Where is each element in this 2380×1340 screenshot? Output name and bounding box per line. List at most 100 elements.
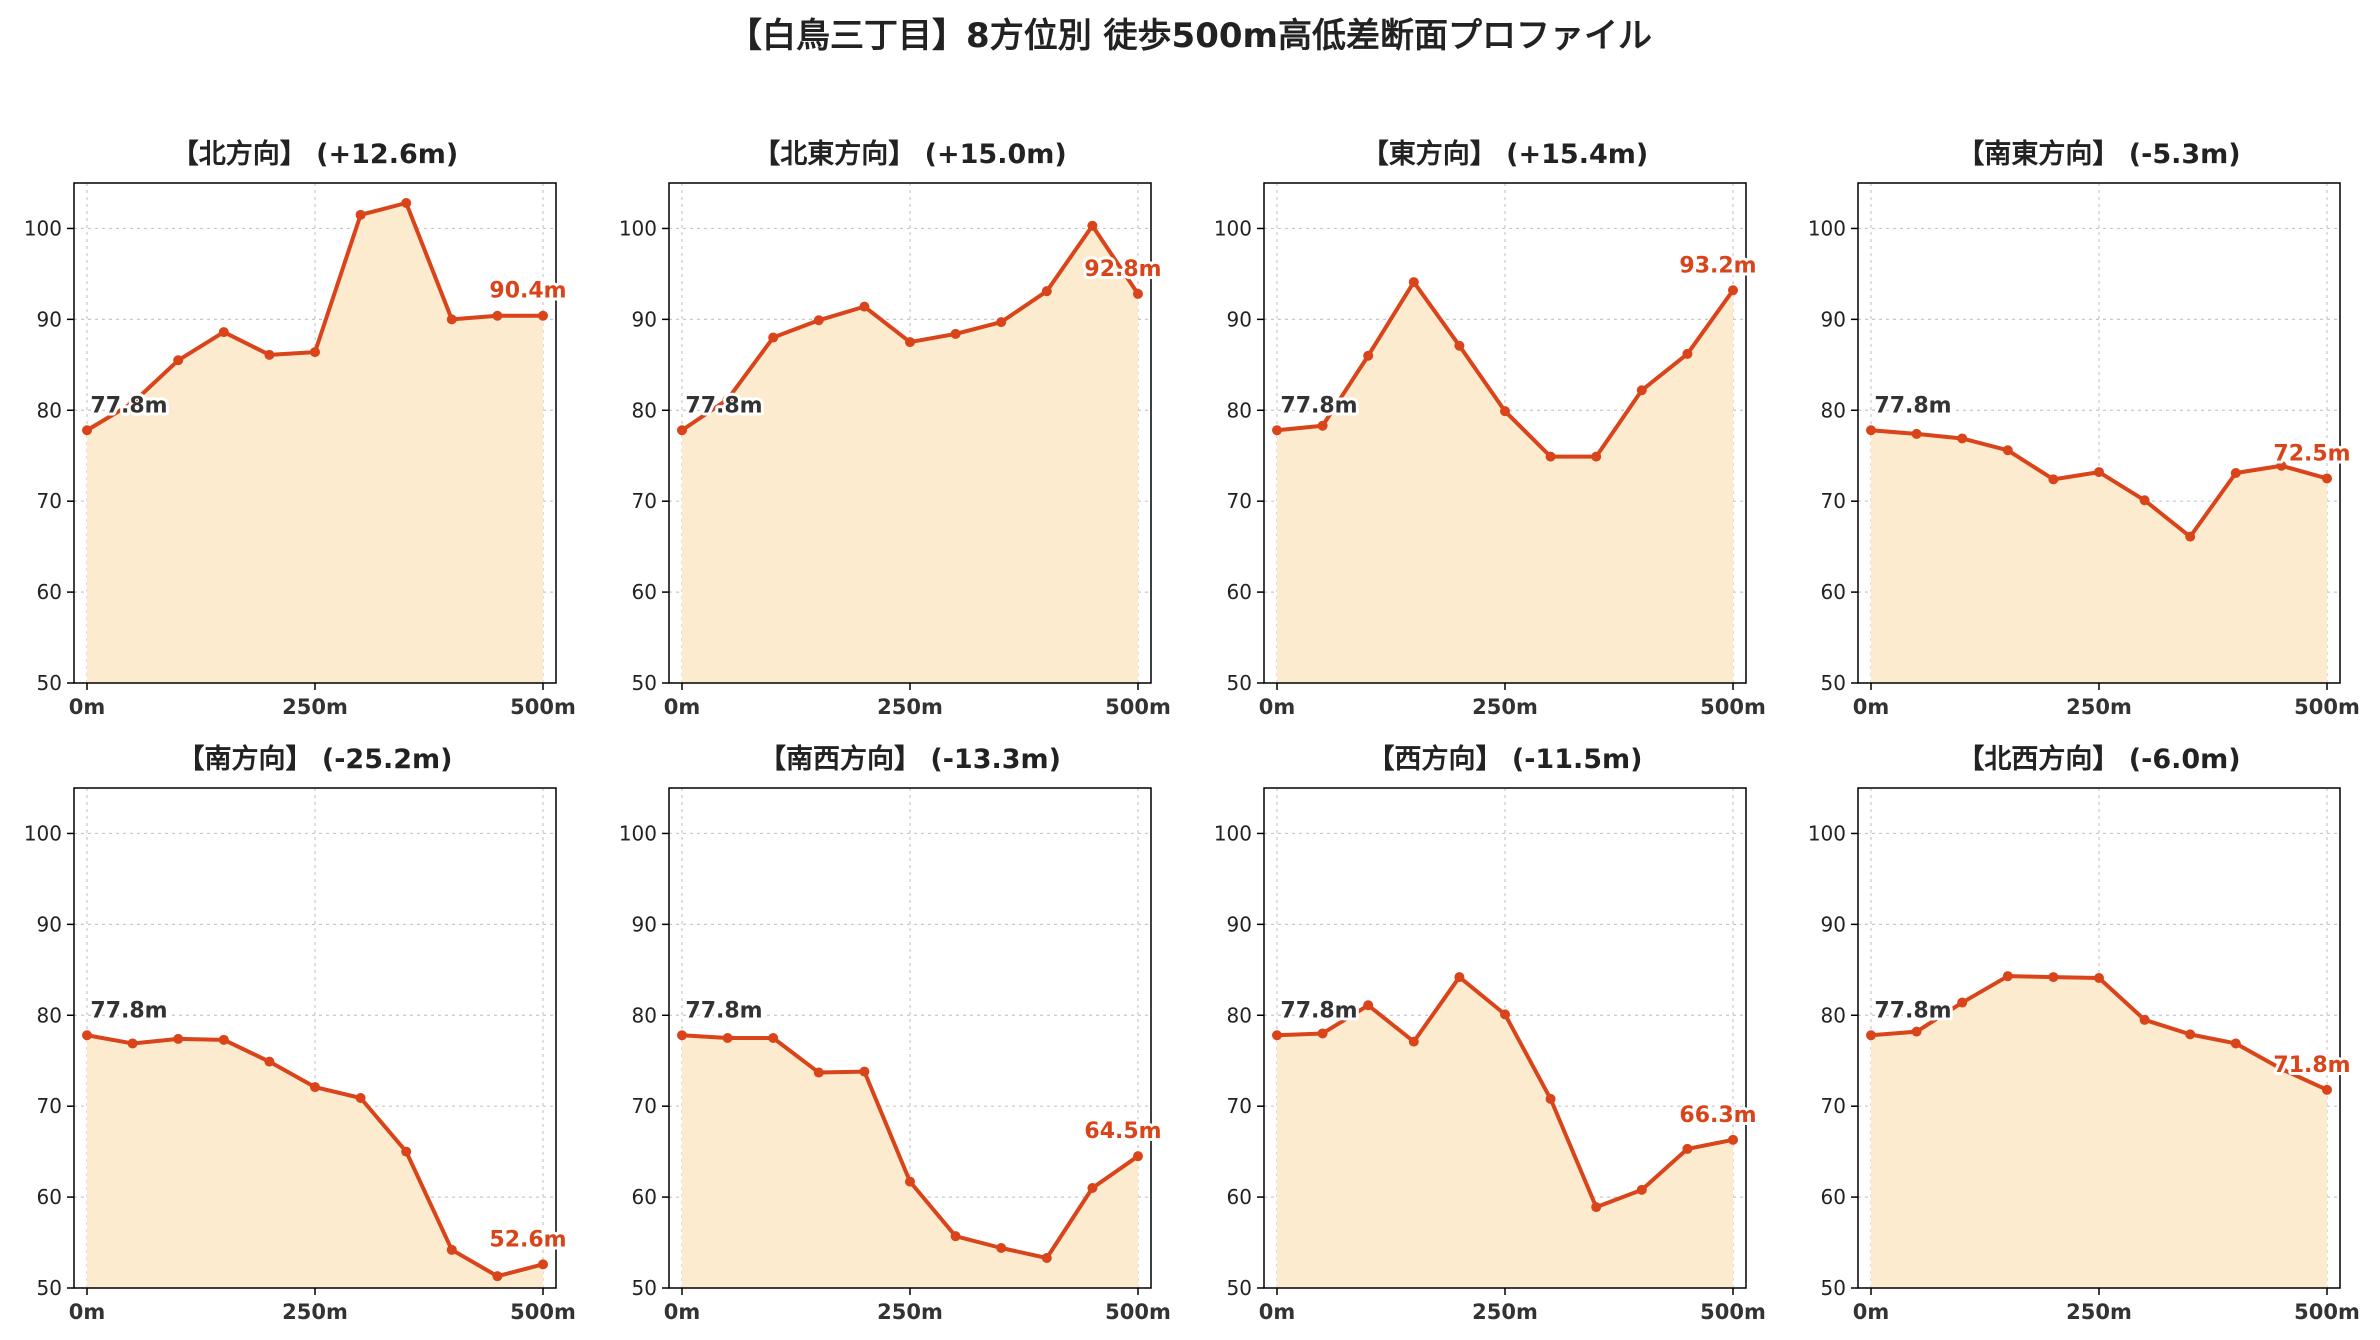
data-point [2230,468,2241,478]
data-point [2094,973,2104,983]
y-tick-label: 90 [632,912,657,936]
elevation-area [87,1035,543,1288]
data-point [1682,348,1693,359]
y-tick-label: 70 [37,489,62,513]
data-point [127,1038,138,1049]
data-point [1866,425,1876,436]
start-elevation-label: 77.8m [1280,998,1357,1023]
data-point [1317,1028,1328,1039]
y-tick-label: 60 [1227,580,1252,604]
data-point [1087,220,1098,231]
x-tick-label: 500m [1105,695,1171,719]
y-tick-label: 90 [632,307,657,331]
data-point [1133,1151,1143,1162]
start-elevation-label: 77.8m [1874,393,1951,418]
data-point [82,1030,92,1041]
y-tick-label: 60 [1821,580,1846,604]
y-tick-label: 100 [24,821,62,845]
elevation-area [1277,282,1733,683]
data-point [1272,1030,1282,1041]
data-point [1911,428,1922,439]
x-tick-label: 0m [664,695,701,719]
start-elevation-label: 77.8m [685,998,762,1023]
y-tick-label: 50 [37,671,62,695]
start-elevation-label: 77.8m [90,998,167,1023]
data-point [1272,425,1282,436]
data-point [446,314,457,325]
y-tick-label: 70 [37,1094,62,1118]
data-point [1591,1202,1602,1213]
y-tick-label: 100 [619,216,657,240]
data-point [722,394,733,405]
data-point [1408,277,1419,288]
data-point [1363,350,1374,361]
data-point [401,1146,412,1157]
start-elevation-label: 77.8m [685,393,762,418]
y-tick-label: 70 [632,489,657,513]
end-elevation-label: 93.2m [1679,253,1756,278]
end-elevation-label: 64.5m [1084,1119,1161,1144]
elevation-area [682,225,1138,683]
data-point [218,1034,229,1045]
x-tick-label: 500m [510,1300,576,1324]
chart-panel-2: 【東方向】 (+15.4m) 50 60 70 80 90 100 0m 250m 500m 77.… [1214,138,1766,719]
data-point [492,1271,503,1282]
y-tick-label: 90 [1821,912,1846,936]
chart-panel-6: 【西方向】 (-11.5m) 50 60 70 80 90 100 0m 250m 500m 77.… [1214,743,1766,1324]
y-tick-label: 50 [37,1276,62,1300]
data-point [859,1066,870,1077]
data-point [538,310,548,321]
x-tick-label: 250m [877,695,943,719]
data-point [173,1033,184,1044]
data-point [722,1033,733,1043]
data-point [355,209,366,220]
y-tick-label: 60 [1821,1185,1846,1209]
y-tick-label: 80 [1821,1003,1846,1027]
chart-title: 【東方向】 (+15.4m) [1362,138,1648,170]
y-tick-label: 100 [1214,216,1252,240]
x-tick-label: 250m [2066,695,2132,719]
data-point [2185,1029,2196,1040]
x-tick-label: 0m [69,1300,106,1324]
start-elevation-label: 77.8m [1874,998,1951,1023]
x-tick-label: 500m [2294,1300,2360,1324]
y-tick-label: 80 [1227,398,1252,422]
elevation-area [87,203,543,683]
data-point [2322,473,2332,484]
data-point [538,1259,548,1270]
data-point [264,1056,275,1067]
chart-panel-4: 【南方向】 (-25.2m) 50 60 70 80 90 100 0m 250m 500m 77.… [24,743,576,1324]
data-point [218,327,229,338]
end-elevation-label: 66.3m [1679,1103,1756,1128]
data-point [310,347,320,358]
x-tick-label: 500m [1700,695,1766,719]
data-point [677,425,687,436]
y-tick-label: 90 [1227,307,1252,331]
y-tick-label: 90 [1227,912,1252,936]
end-elevation-label: 90.4m [489,279,566,304]
data-point [1911,1026,1922,1037]
chart-title: 【北東方向】 (+15.0m) [753,138,1066,170]
y-tick-label: 70 [632,1094,657,1118]
data-point [950,1231,961,1242]
data-point [813,1067,824,1078]
data-point [82,425,92,436]
x-tick-label: 500m [1105,1300,1171,1324]
y-tick-label: 70 [1821,489,1846,513]
data-point [1545,1093,1556,1104]
y-tick-label: 80 [1227,1003,1252,1027]
y-tick-label: 50 [1821,671,1846,695]
y-tick-label: 60 [632,580,657,604]
data-point [996,1243,1007,1253]
elevation-area [682,1035,1138,1288]
data-point [905,337,915,348]
data-point [1957,997,1968,1008]
data-point [492,310,503,321]
data-point [1363,1000,1374,1011]
data-point [2185,531,2196,542]
chart-title: 【南東方向】 (-5.3m) [1957,138,2240,170]
x-tick-label: 250m [1472,1300,1538,1324]
data-point [1041,1253,1052,1263]
data-point [1500,406,1510,417]
data-point [173,355,184,366]
